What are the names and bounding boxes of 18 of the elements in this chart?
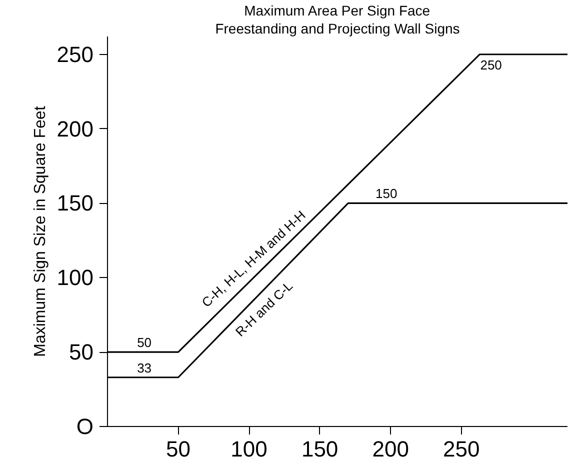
y-tick-label: 50 (69, 340, 94, 365)
y-tick-label: 150 (56, 190, 94, 216)
x-tick-label: 250 (442, 436, 480, 462)
chart-title: Maximum Area Per Sign Face (244, 2, 430, 18)
y-tick-label: O (76, 414, 94, 439)
y-axis-title: Maximum Sign Size in Square Feet (32, 106, 49, 357)
y-tick-label: 200 (56, 116, 94, 142)
x-tick-label: 200 (372, 436, 409, 462)
annotation: 150 (375, 186, 398, 202)
x-tick-label: 100 (230, 436, 268, 462)
chart-subtitle: Freestanding and Projecting Wall Signs (215, 20, 460, 36)
y-tick-label: 100 (56, 265, 94, 290)
x-tick-label: 150 (301, 436, 338, 462)
y-tick-label: 250 (56, 42, 94, 67)
annotation: 250 (480, 57, 502, 72)
x-tick-label: 50 (166, 436, 191, 462)
annotation: 50 (137, 335, 152, 350)
annotation: 33 (137, 360, 152, 376)
